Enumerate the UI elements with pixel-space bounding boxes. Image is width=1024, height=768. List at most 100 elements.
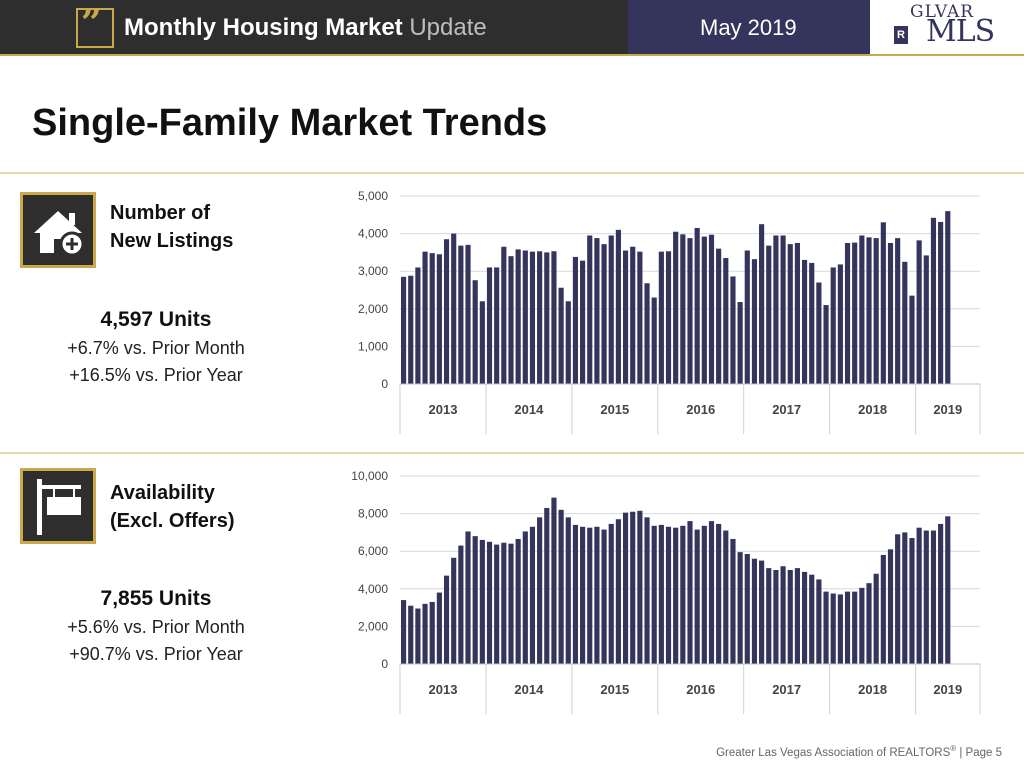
listings-year-label: 2013	[429, 402, 458, 417]
listings-bar	[744, 250, 750, 384]
listings-y-tick-label: 5,000	[358, 189, 388, 203]
listings-bar	[780, 235, 786, 384]
listings-bar	[494, 267, 500, 384]
listings-bar	[909, 295, 915, 384]
listings-bar	[508, 256, 514, 384]
availability-bar	[594, 526, 600, 664]
availability-bar	[408, 605, 414, 664]
listings-bar	[630, 246, 636, 384]
availability-bar	[895, 534, 901, 664]
availability-year-label: 2015	[600, 682, 629, 697]
header-bar	[0, 0, 1024, 56]
listings-bar	[644, 283, 650, 384]
availability-y-tick-label: 10,000	[351, 469, 388, 483]
listings-bar	[766, 245, 772, 384]
availability-bar	[887, 549, 894, 664]
house-plus-icon	[20, 192, 96, 268]
listings-bar	[880, 222, 886, 384]
availability-y-tick-label: 8,000	[358, 507, 388, 521]
availability-bar	[587, 527, 593, 664]
new-listings-label: Number of New Listings	[110, 199, 233, 255]
listings-bar	[572, 256, 579, 384]
availability-year-label: 2014	[514, 682, 544, 697]
availability-bar	[544, 507, 550, 664]
new-listings-label-line1: Number of	[110, 202, 210, 224]
header-gold-line	[0, 54, 1024, 56]
listings-bar	[501, 246, 507, 384]
logo-mls-text: MLS	[926, 14, 995, 49]
availability-bar	[494, 544, 500, 664]
header-title-light: Update	[409, 14, 487, 41]
listings-bar	[472, 280, 478, 384]
glvar-mls-logo: R GLVAR MLS	[886, 2, 1016, 50]
availability-bar	[601, 529, 607, 664]
availability-bar	[429, 601, 435, 664]
new-listings-units: 4,597 Units	[100, 308, 212, 331]
listings-bar	[902, 261, 908, 384]
footer-reg-mark: ®	[950, 744, 957, 753]
availability-bar	[529, 526, 536, 664]
availability-bar	[823, 591, 829, 664]
availability-bar	[673, 527, 679, 664]
listings-bar	[923, 255, 929, 384]
listings-y-tick-label: 1,000	[358, 339, 388, 353]
availability-bar	[716, 523, 722, 664]
availability-bar	[665, 526, 672, 664]
availability-bar	[630, 511, 636, 664]
listings-y-tick-label: 0	[381, 377, 388, 391]
availability-bar	[537, 517, 543, 664]
availability-bar	[902, 532, 908, 664]
availability-bar	[873, 573, 879, 664]
header-title: Monthly Housing Market Update	[124, 14, 487, 42]
listings-bar	[887, 243, 894, 384]
availability-bar	[859, 587, 865, 664]
realtor-r-icon: R	[894, 26, 908, 44]
availability-bar	[866, 583, 872, 664]
availability-bar	[744, 554, 750, 664]
listings-bar	[895, 238, 901, 384]
availability-bar	[780, 566, 786, 664]
listings-bar	[637, 251, 643, 384]
listings-bar	[823, 305, 829, 384]
availability-bar	[486, 541, 493, 664]
listings-y-tick-label: 4,000	[358, 227, 388, 241]
listings-bar	[544, 252, 550, 384]
availability-bar	[816, 579, 822, 664]
listings-bar	[673, 231, 679, 384]
listings-bar	[794, 243, 800, 384]
listings-bar	[716, 248, 722, 384]
listings-bar	[580, 260, 586, 384]
availability-bar	[615, 519, 621, 664]
availability-bar	[522, 531, 528, 664]
availability-bar	[687, 521, 693, 664]
listings-bar	[873, 238, 879, 384]
availability-bar	[787, 570, 793, 664]
listings-year-label: 2014	[514, 402, 544, 417]
listings-bar	[601, 244, 607, 384]
availability-year-label: 2019	[933, 682, 962, 697]
availability-bar	[658, 524, 664, 664]
quote-icon: ”	[76, 2, 114, 48]
listings-bar	[486, 267, 493, 384]
listings-bar	[615, 229, 621, 384]
listings-bar	[622, 250, 629, 384]
availability-bar	[401, 600, 407, 664]
availability-bar	[837, 594, 843, 664]
new-listings-vs-month: +6.7% vs. Prior Month	[67, 338, 245, 358]
availability-bar	[472, 536, 478, 664]
header-title-bold: Monthly Housing Market	[124, 14, 403, 41]
listings-bar	[787, 244, 793, 384]
availability-bar	[773, 570, 779, 664]
footer: Greater Las Vegas Association of REALTOR…	[716, 744, 1002, 759]
listings-bar	[680, 234, 686, 384]
listings-bar	[866, 237, 872, 384]
listings-bar	[551, 251, 557, 384]
listings-year-label: 2015	[600, 402, 629, 417]
listings-y-tick-label: 2,000	[358, 302, 388, 316]
listings-year-label: 2018	[858, 402, 887, 417]
listings-bar	[515, 249, 521, 384]
listings-bar	[537, 251, 543, 384]
availability-bar	[415, 608, 421, 664]
listings-bar	[529, 251, 536, 384]
availability-bar	[608, 523, 614, 664]
